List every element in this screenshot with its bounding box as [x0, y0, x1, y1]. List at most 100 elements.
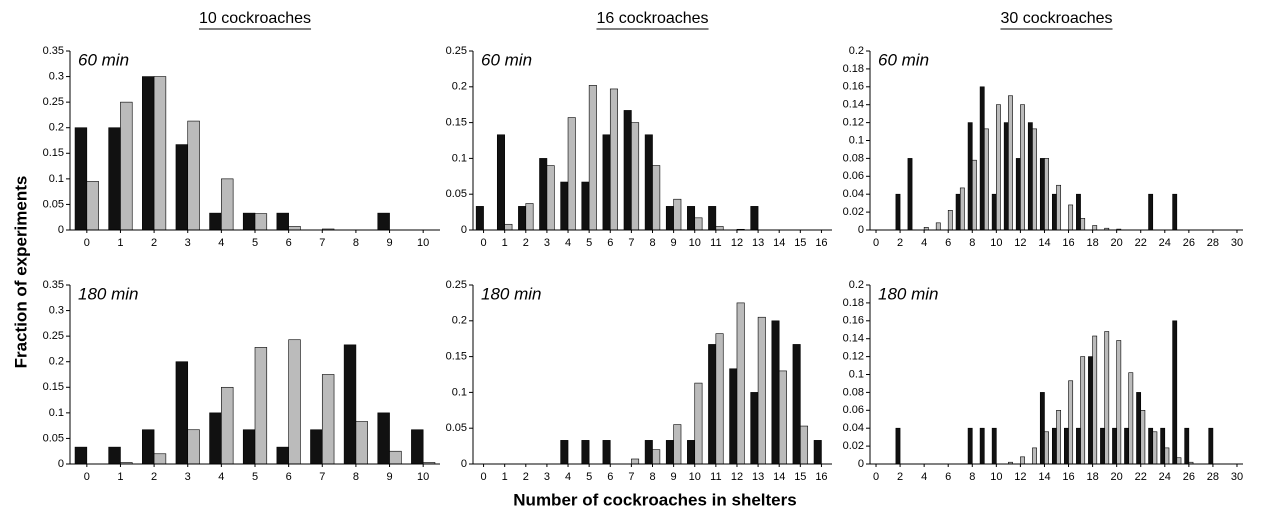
bar	[1076, 193, 1081, 231]
bar	[276, 212, 289, 231]
bar	[895, 427, 901, 465]
x-tick-label: 16	[815, 471, 827, 483]
bar	[1044, 431, 1049, 465]
bar	[1172, 320, 1178, 465]
x-tick-label: 2	[523, 237, 529, 249]
x-tick-label: 6	[945, 237, 951, 249]
x-tick-label: 30	[1231, 237, 1243, 249]
bar	[991, 193, 997, 231]
bar	[687, 206, 696, 231]
bar	[792, 344, 801, 465]
bar	[108, 127, 121, 231]
panel-title: 10 cockroaches	[199, 10, 311, 27]
x-tick-label: 8	[969, 237, 975, 249]
y-tick-label: 0.1	[452, 152, 467, 164]
y-tick-label: 0.25	[446, 45, 467, 57]
annotation: 60 min	[78, 50, 129, 69]
bar	[1088, 356, 1093, 465]
y-tick-label: 0.12	[843, 351, 864, 363]
x-tick-label: 2	[151, 471, 157, 483]
bar	[687, 440, 696, 465]
y-tick-label: 0.35	[43, 45, 64, 57]
x-tick-label: 5	[252, 237, 258, 249]
x-tick-label: 7	[628, 237, 634, 249]
x-tick-label: 8	[969, 471, 975, 483]
y-tick-label: 0.3	[49, 304, 64, 316]
x-tick-label: 9	[386, 237, 392, 249]
y-tick-label: 0.05	[446, 188, 467, 200]
x-tick-label: 4	[565, 471, 571, 483]
x-tick-label: 6	[286, 237, 292, 249]
x-tick-label: 3	[185, 471, 191, 483]
x-tick-label: 10	[689, 237, 701, 249]
x-tick-label: 26	[1183, 471, 1195, 483]
bar	[242, 212, 256, 231]
x-tick-label: 10	[417, 471, 429, 483]
bar	[276, 446, 289, 465]
bar	[652, 165, 661, 231]
bar	[947, 210, 953, 231]
bar	[708, 344, 717, 465]
bar	[1160, 427, 1166, 465]
bar	[74, 127, 88, 231]
bar	[581, 181, 590, 231]
y-tick-label: 0.08	[843, 386, 864, 398]
x-tick-label: 3	[544, 471, 550, 483]
y-tick-label: 0.15	[43, 381, 64, 393]
x-tick-label: 26	[1183, 237, 1195, 249]
y-tick-label: 0.2	[849, 279, 864, 291]
annotation: 180 min	[878, 284, 938, 303]
bar	[1032, 128, 1037, 231]
bar	[1032, 447, 1037, 465]
x-tick-label: 18	[1086, 471, 1098, 483]
y-tick-label: 0.14	[843, 333, 864, 345]
bar	[1164, 447, 1170, 465]
bar	[187, 120, 200, 231]
bar	[86, 181, 99, 231]
x-tick-label: 12	[731, 471, 743, 483]
y-tick-label: 0.25	[43, 96, 64, 108]
bar	[1056, 184, 1062, 231]
bar	[907, 158, 913, 231]
bar	[715, 333, 724, 465]
bar	[959, 187, 965, 231]
x-tick-label: 28	[1207, 237, 1219, 249]
x-tick-label: 9	[671, 471, 677, 483]
panel-title: 16 cockroaches	[596, 10, 708, 27]
y-tick-label: 0.15	[446, 351, 467, 363]
bar	[560, 440, 569, 465]
x-tick-label: 6	[607, 237, 613, 249]
x-tick-label: 10	[417, 237, 429, 249]
bar	[813, 440, 822, 465]
x-tick-label: 0	[84, 237, 90, 249]
bar	[310, 429, 323, 465]
y-tick-label: 0.06	[843, 170, 864, 182]
bar	[1152, 431, 1158, 465]
bar	[1124, 427, 1129, 465]
y-tick-label: 0.15	[446, 117, 467, 129]
bar	[1064, 427, 1069, 465]
bar	[142, 76, 155, 231]
x-tick-label: 16	[815, 237, 827, 249]
annotation: 60 min	[481, 50, 532, 69]
y-tick-label: 0.02	[843, 440, 864, 452]
x-tick-label: 15	[794, 237, 806, 249]
x-tick-label: 8	[649, 471, 655, 483]
x-tick-label: 3	[544, 237, 550, 249]
bar	[1044, 158, 1049, 231]
bar	[1184, 427, 1190, 465]
x-tick-label: 15	[794, 471, 806, 483]
bar	[496, 134, 505, 231]
bar	[631, 458, 640, 465]
y-tick-label: 0.1	[49, 407, 64, 419]
y-tick-label: 0.25	[43, 330, 64, 342]
bar	[377, 412, 390, 465]
bar	[631, 122, 640, 231]
bar	[411, 429, 424, 465]
x-tick-label: 12	[1014, 237, 1026, 249]
bar	[609, 88, 618, 231]
x-tick-label: 10	[689, 471, 701, 483]
bar	[153, 453, 167, 465]
x-tick-label: 5	[252, 471, 258, 483]
y-tick-label: 0.2	[452, 315, 467, 327]
